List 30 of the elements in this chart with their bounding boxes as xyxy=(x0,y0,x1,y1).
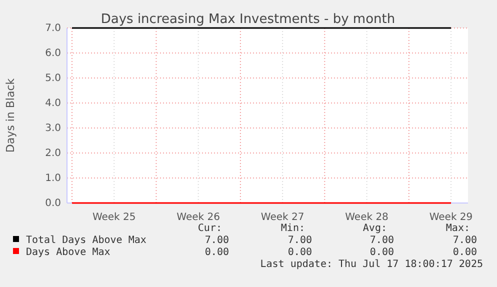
text: Min: xyxy=(280,223,305,234)
x-tick-label: Week 27 xyxy=(260,212,304,224)
text: 0.00 xyxy=(288,247,312,258)
text: 7.00 xyxy=(370,235,394,246)
y-tick-label: 2.0 xyxy=(45,148,61,160)
x-tick-label: Week 28 xyxy=(345,212,388,224)
text: 7.00 xyxy=(452,235,477,246)
text: 7.00 xyxy=(204,235,229,246)
y-tick-label: 1.0 xyxy=(45,173,61,184)
text: 7.00 xyxy=(288,235,312,246)
x-tick-label: Week 26 xyxy=(176,212,220,224)
y-tick-label: 5.0 xyxy=(45,73,61,84)
y-tick-label: 3.0 xyxy=(45,123,61,134)
text: Last update: Thu Jul 17 18:00:17 2025 xyxy=(260,259,483,270)
chart-title: Days increasing Max Investments - by month xyxy=(100,12,396,27)
y-tick-label: 7.0 xyxy=(45,23,61,34)
y-axis-title: Days in Black xyxy=(4,78,17,153)
legend-label: Total Days Above Max xyxy=(26,235,146,246)
text: 0.00 xyxy=(204,247,229,258)
text: 0.00 xyxy=(370,247,394,258)
text: Max: xyxy=(446,223,470,234)
text: Avg: xyxy=(362,223,387,234)
y-tick-label: 6.0 xyxy=(45,48,61,60)
x-tick-label: Week 29 xyxy=(429,212,473,224)
y-tick-label: 4.0 xyxy=(45,98,61,110)
y-tick-label: 0.0 xyxy=(45,198,61,210)
text: 0.00 xyxy=(452,247,477,258)
x-tick-label: Week 25 xyxy=(92,212,136,224)
legend-label: Days Above Max xyxy=(26,247,110,258)
text: Cur: xyxy=(198,223,222,234)
